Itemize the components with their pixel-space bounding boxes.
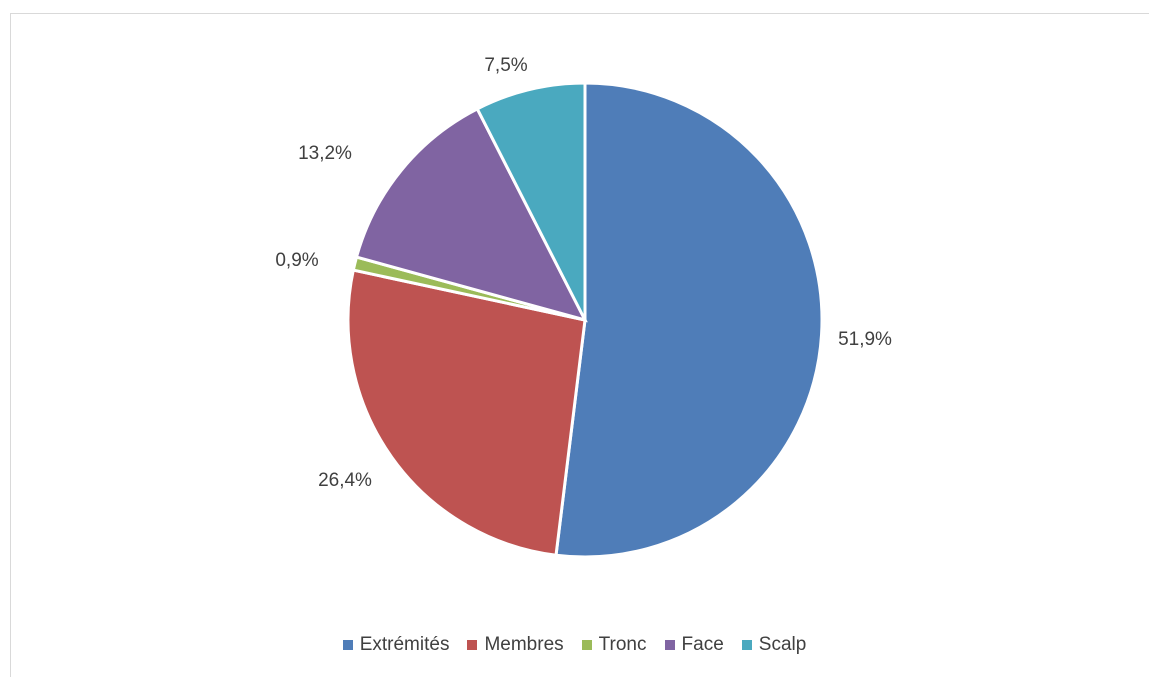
legend-label: Membres <box>484 634 564 655</box>
legend-label: Extrémités <box>359 634 450 655</box>
legend-item: Face <box>664 634 724 656</box>
legend-item: Membres <box>467 634 564 656</box>
data-label-face: 13,2% <box>298 143 352 164</box>
pie-slice-membres <box>346 268 587 557</box>
chart-area <box>10 13 1149 677</box>
data-label-tronc: 0,9% <box>275 250 318 271</box>
legend: Extrémités Membres Tronc Face Scalp <box>0 634 1149 656</box>
legend-swatch <box>467 640 478 650</box>
pie-slice-extremites <box>554 81 824 559</box>
legend-swatch <box>581 640 592 650</box>
data-label-membres: 26,4% <box>318 470 372 491</box>
data-label-extremites: 51,9% <box>838 329 892 350</box>
pie-slice-scalp <box>475 81 587 321</box>
legend-label: Tronc <box>598 634 647 655</box>
legend-swatch <box>664 640 675 650</box>
legend-item: Scalp <box>741 634 807 656</box>
data-label-scalp: 7,5% <box>484 55 527 76</box>
legend-item: Extrémités <box>342 634 450 656</box>
legend-swatch <box>342 640 353 650</box>
legend-swatch <box>741 640 752 650</box>
pie-slice-face <box>354 106 588 323</box>
legend-item: Tronc <box>581 634 647 656</box>
legend-label: Scalp <box>758 634 807 655</box>
legend-label: Face <box>681 634 724 655</box>
